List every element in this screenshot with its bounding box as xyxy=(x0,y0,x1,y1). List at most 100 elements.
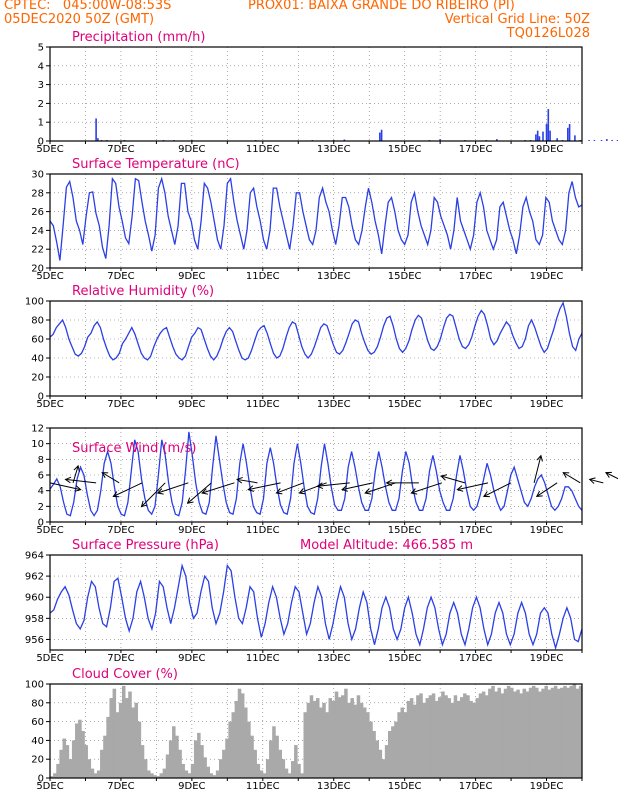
wind-arrow xyxy=(141,482,166,507)
x-tick-label: 11DEC xyxy=(246,271,280,282)
precip-bar xyxy=(542,131,544,141)
x-tick-label: 19DEC xyxy=(530,653,564,664)
cloud-bar xyxy=(384,745,389,778)
cloud-bar xyxy=(234,700,239,778)
panel-5 xyxy=(46,554,583,653)
wind-arrow-head xyxy=(385,479,393,487)
y-tick-label: 0 xyxy=(38,392,44,403)
precip-bar xyxy=(95,118,97,141)
wind-arrow xyxy=(605,472,618,480)
cloud-bar xyxy=(203,757,207,778)
wind-arrow xyxy=(483,482,512,497)
x-tick-label: 5DEC xyxy=(36,525,63,536)
cloud-bar xyxy=(438,697,442,778)
cloud-bar xyxy=(281,759,286,778)
series-line xyxy=(49,301,583,361)
cloud-bar xyxy=(563,685,567,778)
y-tick-label: 10 xyxy=(31,439,44,450)
cloud-bar xyxy=(447,698,451,778)
wind-arrow xyxy=(276,482,304,494)
cloud-bar xyxy=(253,749,257,778)
wind-arrow-head xyxy=(316,482,324,490)
panel-frame xyxy=(49,300,583,397)
x-tick-label: 11DEC xyxy=(246,399,280,410)
wind-arrow-head xyxy=(410,488,418,495)
cloud-bar xyxy=(572,684,577,778)
cloud-bar xyxy=(190,763,195,778)
precip-bar xyxy=(593,140,596,141)
cloud-bar xyxy=(231,712,236,778)
y-tick-label: 2 xyxy=(38,502,44,513)
header-station: CPTEC: 045:00W-08:53S xyxy=(4,0,172,13)
cloud-bar xyxy=(109,698,113,778)
wind-arrow xyxy=(365,482,396,494)
cloud-bar xyxy=(56,763,60,778)
y-tick-label: 26 xyxy=(31,207,44,218)
cloud-bar xyxy=(397,712,401,778)
cloud-bar xyxy=(413,704,417,778)
cloud-bar xyxy=(560,687,564,778)
cloud-bar xyxy=(84,745,88,778)
cloud-bar xyxy=(394,721,398,778)
cloud-bar xyxy=(65,745,70,778)
cloud-bar xyxy=(434,700,439,778)
wind-arrow xyxy=(562,472,581,484)
cloud-bar xyxy=(525,691,530,778)
wind-arrow-head xyxy=(605,471,612,478)
wind-arrow-head xyxy=(456,485,464,492)
x-tick-label: 7DEC xyxy=(107,525,134,536)
cloud-bar xyxy=(71,740,76,778)
precip-bar xyxy=(496,139,498,141)
y-tick-label: 0 xyxy=(38,518,44,529)
wind-arrow xyxy=(533,455,542,483)
cloud-bar xyxy=(544,685,548,778)
x-tick-label: 9DEC xyxy=(178,525,205,536)
cloud-bar xyxy=(237,688,242,778)
header-date: 05DEC2020 50Z (GMT) xyxy=(4,12,155,27)
cloud-bar xyxy=(506,685,511,778)
wind-arrow xyxy=(187,482,212,504)
cloud-bar xyxy=(375,740,379,778)
wind-arrow-head xyxy=(156,488,164,495)
wind-arrow xyxy=(236,478,258,484)
cloud-bar xyxy=(300,773,304,778)
series-line xyxy=(49,176,583,261)
precip-bar xyxy=(588,140,590,141)
x-tick-label: 19DEC xyxy=(530,525,564,536)
cloud-bar xyxy=(387,731,392,778)
cloud-bar xyxy=(550,687,555,778)
wind-arrow xyxy=(201,482,235,494)
cloud-bar xyxy=(278,749,282,778)
cloud-bar xyxy=(425,698,430,778)
cloud-bar xyxy=(316,698,320,778)
cloud-bar xyxy=(272,726,276,778)
x-tick-label: 5DEC xyxy=(36,399,63,410)
y-tick-label: 20 xyxy=(31,755,44,766)
cloud-bar xyxy=(453,695,458,778)
x-tick-label: 9DEC xyxy=(178,653,205,664)
panel-1 xyxy=(46,46,618,144)
x-tick-label: 15DEC xyxy=(388,525,422,536)
precip-bar xyxy=(536,130,539,141)
x-tick-label: 19DEC xyxy=(530,781,564,792)
cloud-bar xyxy=(450,702,455,778)
precip-bar xyxy=(538,136,541,141)
wind-arrow xyxy=(65,478,97,484)
x-tick-label: 19DEC xyxy=(530,144,564,155)
cloud-bar xyxy=(209,773,214,778)
cloud-bar xyxy=(303,712,308,778)
cloud-bar xyxy=(128,691,132,778)
wind-arrow-head xyxy=(247,485,255,492)
cloud-bar xyxy=(53,773,57,778)
cloud-bar xyxy=(503,688,508,778)
cloud-bar xyxy=(491,685,495,778)
x-tick-label: 13DEC xyxy=(317,781,351,792)
cloud-bar xyxy=(59,749,63,778)
cloud-bar xyxy=(578,685,583,778)
wind-arrow xyxy=(113,482,143,497)
y-tick-label: 960 xyxy=(25,593,44,604)
cloud-bar xyxy=(184,770,189,778)
cloud-bar xyxy=(269,740,273,778)
cloud-bar xyxy=(159,773,164,778)
y-tick-label: 20 xyxy=(31,264,44,275)
